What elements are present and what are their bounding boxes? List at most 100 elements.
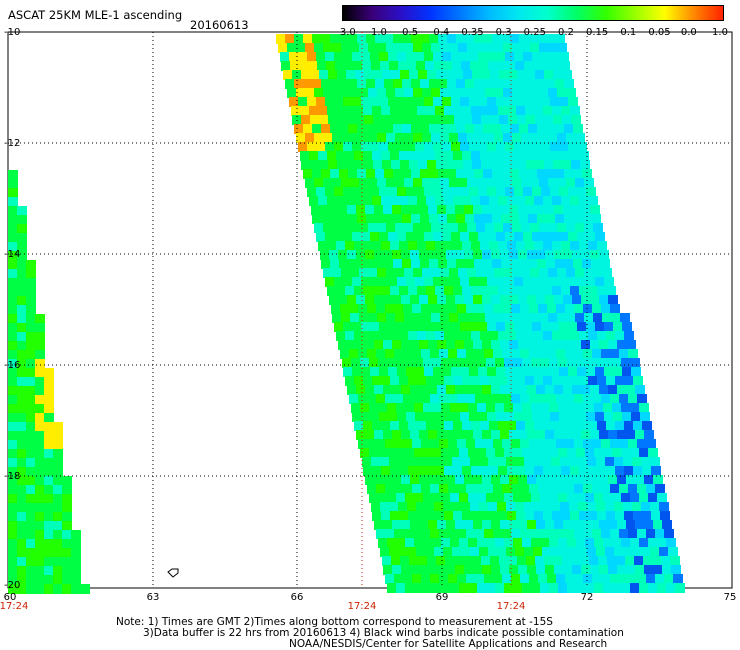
swath-cell bbox=[612, 493, 622, 503]
swath-cell bbox=[367, 439, 377, 449]
swath-cell bbox=[358, 394, 368, 404]
swath-cell bbox=[501, 169, 511, 179]
swath-cell bbox=[35, 422, 45, 432]
swath-cell bbox=[617, 385, 627, 395]
swath-cell bbox=[644, 475, 654, 485]
swath-cell bbox=[44, 521, 54, 531]
swath-cell bbox=[17, 206, 27, 216]
swath-cell bbox=[325, 97, 335, 107]
swath-cell bbox=[532, 187, 542, 197]
swath-cell bbox=[492, 214, 502, 224]
swath-cell bbox=[626, 430, 636, 440]
swath-cell bbox=[449, 133, 459, 143]
swath-cell bbox=[572, 565, 582, 575]
swath-cell bbox=[553, 556, 563, 566]
swath-cell bbox=[377, 178, 387, 188]
swath-cell bbox=[466, 304, 476, 314]
swath-cell bbox=[450, 448, 460, 458]
swath-cell bbox=[500, 385, 510, 395]
swath-cell bbox=[397, 232, 407, 242]
swath-cell bbox=[415, 367, 425, 377]
swath-cell bbox=[309, 196, 319, 206]
swath-cell bbox=[632, 502, 642, 512]
swath-cell bbox=[375, 34, 385, 44]
swath-cell bbox=[62, 485, 72, 495]
swath-cell bbox=[362, 457, 372, 467]
swath-cell bbox=[626, 475, 636, 485]
swath-cell bbox=[510, 34, 520, 44]
swath-cell bbox=[8, 494, 18, 504]
swath-cell bbox=[503, 178, 513, 188]
swath-cell bbox=[572, 250, 582, 260]
swath-cell bbox=[345, 196, 355, 206]
lat-tick: -12 bbox=[4, 138, 21, 149]
swath-cell bbox=[35, 485, 45, 495]
swath-cell bbox=[519, 124, 529, 134]
swath-cell bbox=[53, 440, 63, 450]
swath-cell bbox=[503, 88, 513, 98]
swath-cell bbox=[320, 205, 330, 215]
swath-cell bbox=[436, 556, 446, 566]
swath-cell bbox=[626, 565, 636, 575]
swath-cell bbox=[451, 52, 461, 62]
swath-cell bbox=[381, 466, 391, 476]
swath-cell bbox=[516, 421, 526, 431]
swath-cell bbox=[630, 538, 640, 548]
swath-cell bbox=[390, 421, 400, 431]
swath-cell bbox=[415, 187, 425, 197]
swath-cell bbox=[543, 331, 553, 341]
swath-cell bbox=[547, 574, 557, 584]
swath-cell bbox=[456, 259, 466, 269]
swath-cell bbox=[442, 322, 452, 332]
swath-cell bbox=[517, 556, 527, 566]
swath-cell bbox=[514, 187, 524, 197]
swath-cell bbox=[470, 457, 480, 467]
swath-cell bbox=[508, 70, 518, 80]
swath-cell bbox=[664, 574, 674, 584]
swath-cell bbox=[536, 520, 546, 530]
swath-cell bbox=[343, 232, 353, 242]
swath-cell bbox=[427, 70, 437, 80]
swath-cell bbox=[670, 556, 680, 566]
swath-cell bbox=[603, 538, 613, 548]
swath-cell bbox=[394, 529, 404, 539]
swath-cell bbox=[330, 124, 340, 134]
swath-cell bbox=[492, 124, 502, 134]
swath-cell bbox=[17, 395, 27, 405]
swath-cell bbox=[8, 350, 18, 360]
swath-cell bbox=[325, 142, 335, 152]
swath-cell bbox=[26, 485, 36, 495]
swath-cell bbox=[8, 530, 18, 540]
swath-cell bbox=[409, 160, 419, 170]
swath-cell bbox=[412, 529, 422, 539]
swath-cell bbox=[494, 223, 504, 233]
swath-cell bbox=[572, 475, 582, 485]
swath-cell bbox=[515, 502, 525, 512]
swath-cell bbox=[583, 439, 593, 449]
swath-cell bbox=[26, 296, 36, 306]
colorbar-label: -0.3 bbox=[492, 27, 512, 38]
swath-cell bbox=[549, 583, 559, 593]
swath-cell bbox=[371, 61, 381, 71]
swath-cell bbox=[382, 70, 392, 80]
swath-cell bbox=[561, 241, 571, 251]
swath-cell bbox=[451, 187, 461, 197]
swath-cell bbox=[470, 61, 480, 71]
swath-cell bbox=[393, 214, 403, 224]
swath-cell bbox=[26, 395, 36, 405]
swath-cell bbox=[413, 43, 423, 53]
swath-cell bbox=[352, 322, 362, 332]
swath-cell bbox=[628, 529, 638, 539]
swath-cell bbox=[446, 430, 456, 440]
swath-cell bbox=[350, 88, 360, 98]
swath-cell bbox=[468, 358, 478, 368]
swath-cell bbox=[591, 259, 601, 269]
swath-cell bbox=[547, 394, 557, 404]
swath-cell bbox=[354, 331, 364, 341]
swath-cell bbox=[394, 349, 404, 359]
swath-cell bbox=[414, 448, 424, 458]
swath-cell bbox=[457, 439, 467, 449]
swath-cell bbox=[350, 43, 360, 53]
swath-cell bbox=[509, 205, 519, 215]
swath-cell bbox=[447, 259, 457, 269]
